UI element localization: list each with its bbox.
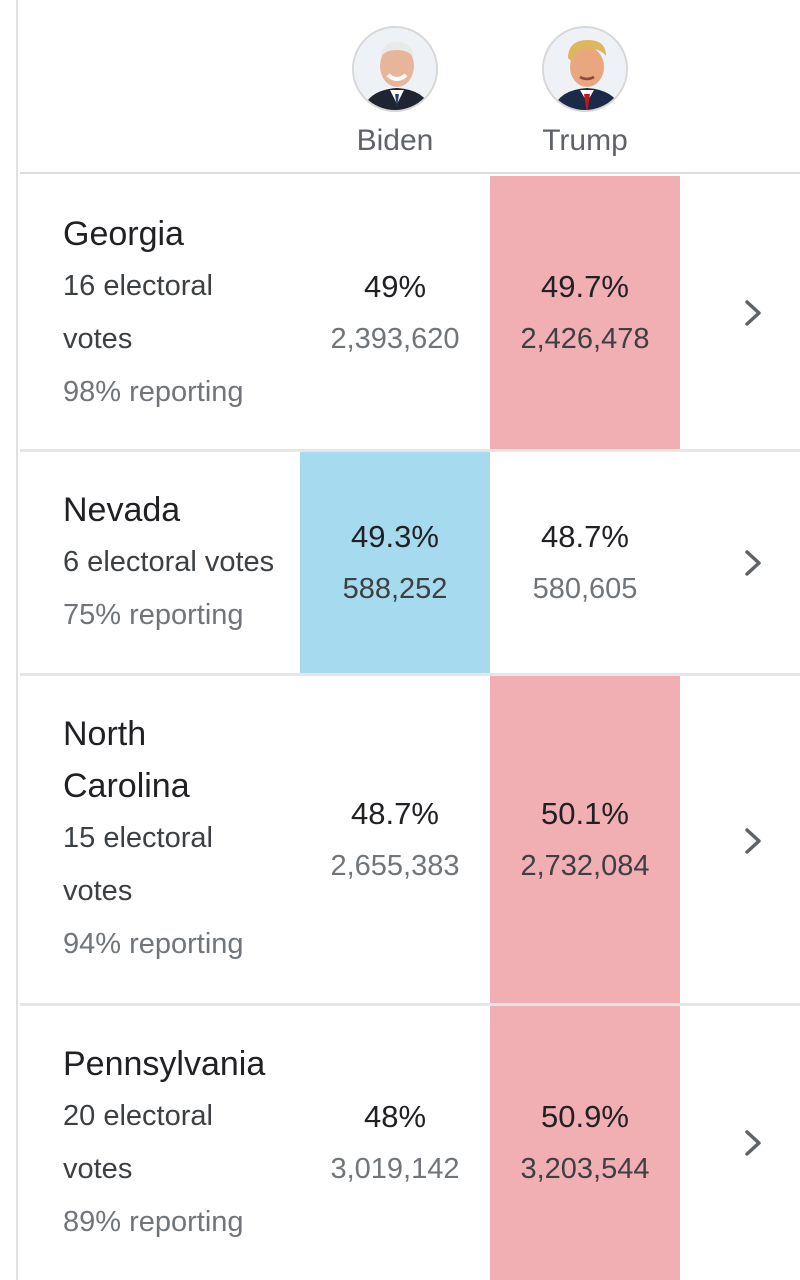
candidate-trump[interactable]: Trump [490, 26, 680, 158]
biden-result-cell: 49% 2,393,620 [300, 176, 490, 449]
biden-result-cell: 48% 3,019,142 [300, 1006, 490, 1280]
trump-votes: 580,605 [532, 572, 638, 605]
reporting-status: 94% reporting [63, 928, 244, 960]
trump-result-cell: 49.7% 2,426,478 [490, 176, 680, 449]
trump-portrait-icon [542, 26, 628, 112]
biden-percent: 49.3% [351, 518, 439, 554]
electoral-votes-cont: votes [63, 1153, 133, 1185]
electoral-votes-cont: votes [63, 875, 133, 907]
candidate-name-trump: Trump [542, 124, 628, 157]
electoral-votes: 6 electoral votes [63, 546, 275, 578]
electoral-votes-cont: votes [63, 323, 133, 355]
trump-result-cell: 48.7% 580,605 [490, 452, 680, 673]
candidates-header: Biden Trump [20, 0, 800, 174]
biden-portrait-icon [352, 26, 438, 112]
state-name: Pennsylvania [63, 1045, 266, 1083]
state-info: Pennsylvania 20 electoral votes 89% repo… [63, 1038, 303, 1249]
reporting-status: 98% reporting [63, 376, 244, 408]
candidate-name-biden: Biden [356, 124, 434, 157]
state-row-north-carolina[interactable]: North Carolina 15 electoral votes 94% re… [20, 676, 800, 1006]
electoral-votes: 16 electoral [63, 270, 213, 302]
biden-votes: 3,019,142 [330, 1153, 460, 1185]
biden-votes: 2,393,620 [330, 322, 460, 355]
chevron-right-icon[interactable] [738, 548, 768, 578]
biden-percent: 49% [363, 268, 427, 304]
state-name: Georgia [63, 215, 184, 253]
biden-percent: 48.7% [351, 795, 439, 831]
biden-result-cell: 48.7% 2,655,383 [300, 676, 490, 1003]
state-name: North [63, 715, 147, 753]
reporting-status: 89% reporting [63, 1206, 244, 1238]
biden-result-cell: 49.3% 588,252 [300, 452, 490, 673]
biden-percent: 48% [363, 1099, 427, 1134]
trump-votes: 2,426,478 [520, 322, 650, 355]
trump-percent: 48.7% [541, 518, 629, 554]
chevron-right-icon[interactable] [738, 1128, 768, 1158]
state-info: North Carolina 15 electoral votes 94% re… [63, 708, 303, 971]
trump-result-cell: 50.9% 3,203,544 [490, 1006, 680, 1280]
state-row-pennsylvania[interactable]: Pennsylvania 20 electoral votes 89% repo… [20, 1006, 800, 1280]
trump-percent: 50.1% [541, 795, 629, 831]
biden-votes: 2,655,383 [330, 849, 460, 882]
state-info: Georgia 16 electoral votes 98% reporting [63, 208, 303, 419]
state-row-nevada[interactable]: Nevada 6 electoral votes 75% reporting 4… [20, 452, 800, 676]
trump-votes: 3,203,544 [520, 1153, 650, 1185]
candidate-biden[interactable]: Biden [300, 26, 490, 158]
electoral-votes: 20 electoral [63, 1100, 213, 1132]
biden-votes: 588,252 [342, 572, 448, 605]
trump-percent: 50.9% [541, 1099, 629, 1134]
reporting-status: 75% reporting [63, 599, 244, 631]
state-info: Nevada 6 electoral votes 75% reporting [63, 484, 313, 642]
electoral-votes: 15 electoral [63, 822, 213, 854]
state-name: Nevada [63, 491, 181, 529]
state-row-georgia[interactable]: Georgia 16 electoral votes 98% reporting… [20, 176, 800, 452]
trump-result-cell: 50.1% 2,732,084 [490, 676, 680, 1003]
trump-percent: 49.7% [541, 268, 629, 304]
chevron-right-icon[interactable] [738, 826, 768, 856]
chevron-right-icon[interactable] [738, 298, 768, 328]
trump-votes: 2,732,084 [520, 849, 650, 882]
state-name-cont: Carolina [63, 767, 190, 805]
left-border [0, 0, 18, 1280]
